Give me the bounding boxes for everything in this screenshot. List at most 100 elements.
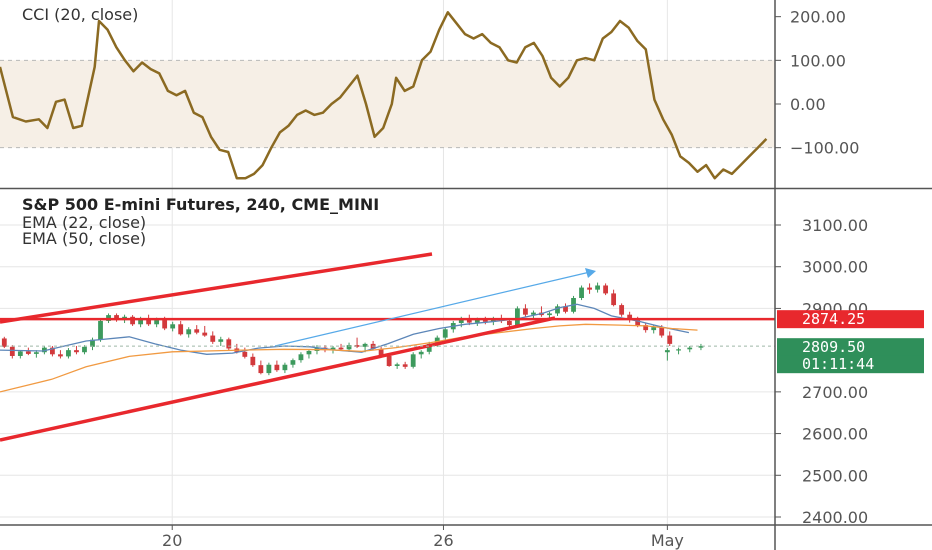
candle-body — [1, 338, 7, 347]
ema50-line — [0, 323, 698, 393]
candle-body — [434, 337, 440, 344]
candle-body — [98, 320, 103, 340]
candle-body — [154, 320, 160, 325]
candle-body — [579, 287, 584, 298]
candle-body — [547, 313, 552, 316]
candle — [619, 303, 625, 317]
candle-body — [667, 335, 673, 344]
candle-body — [338, 347, 344, 350]
upper-trend-line — [0, 252, 433, 324]
cci-y-axis[interactable]: 200.00 100.00 0.00 −100.00 — [775, 8, 859, 158]
candle — [643, 322, 649, 333]
candle-body — [130, 316, 135, 325]
ema22-legend[interactable]: EMA (22, close) — [22, 213, 146, 232]
candle-body — [82, 346, 87, 353]
projection-arrow-head — [585, 268, 596, 278]
price-tick-label: 2400.00 — [802, 508, 868, 527]
candle — [563, 303, 568, 314]
candle-body — [619, 305, 625, 315]
candle-body — [170, 324, 176, 329]
price-tick-label: 3100.00 — [802, 216, 868, 235]
candle-body — [250, 356, 256, 366]
candle-body — [362, 343, 368, 347]
candle-body — [25, 351, 31, 354]
candle-body — [33, 352, 39, 354]
candle-body — [282, 364, 288, 371]
cci-legend[interactable]: CCI (20, close) — [22, 5, 138, 24]
price-tick-label: 2600.00 — [802, 425, 868, 444]
candle — [258, 360, 264, 375]
price-tick-label: 2700.00 — [802, 383, 868, 402]
candle-body — [523, 308, 528, 315]
candle-body — [218, 339, 224, 342]
cci-tick-label: −100.00 — [790, 139, 859, 158]
candle-body — [595, 285, 600, 290]
candle-body — [41, 347, 47, 353]
candle — [226, 337, 232, 351]
candle — [410, 352, 416, 369]
candle — [90, 337, 95, 351]
candle-body — [563, 306, 568, 312]
resistance-price-tag-bg — [777, 310, 924, 329]
candle-body — [555, 306, 560, 314]
last-price-tag-text: 2809.50 — [802, 338, 865, 356]
candle-body — [274, 364, 280, 371]
candle-body — [659, 327, 665, 336]
candle-body — [242, 351, 248, 357]
candle — [98, 318, 103, 342]
candle-body — [386, 355, 392, 366]
resistance-price-tag-text: 2874.25 — [802, 310, 865, 328]
drawings-layer — [0, 252, 775, 442]
candle-body — [466, 319, 472, 323]
candle — [402, 361, 408, 369]
candle-body — [426, 343, 432, 352]
lower-trend-line — [0, 316, 556, 442]
candle-body — [258, 365, 264, 374]
cci-tick-label: 200.00 — [790, 8, 846, 27]
symbol-legend[interactable]: S&P 500 E-mini Futures, 240, CME_MINI — [22, 195, 379, 214]
cci-band — [0, 59, 775, 149]
candle — [667, 331, 673, 346]
candle-body — [346, 345, 352, 350]
candle — [418, 350, 424, 359]
candle — [555, 304, 560, 316]
candle-body — [587, 287, 592, 290]
candle — [130, 315, 135, 326]
cci-tick-label: 0.00 — [790, 95, 826, 114]
candle-body — [531, 312, 536, 315]
candle-body — [378, 348, 384, 356]
candle — [587, 283, 592, 294]
candle — [676, 347, 681, 355]
candle-body — [210, 335, 216, 342]
ema50-legend[interactable]: EMA (50, close) — [22, 229, 146, 248]
cci-tick-label: 100.00 — [790, 51, 846, 70]
candle-body — [66, 350, 71, 357]
candle — [354, 337, 360, 349]
candle-body — [178, 324, 184, 335]
candle-body — [194, 329, 200, 333]
candle — [1, 336, 7, 349]
candle-body — [664, 350, 670, 353]
candle-body — [603, 285, 608, 294]
candle-body — [74, 350, 79, 353]
candle-body — [202, 332, 208, 336]
candle — [178, 320, 184, 336]
candle-body — [418, 351, 424, 355]
candle-body — [9, 346, 15, 356]
candle — [687, 345, 693, 353]
countdown-tag-text: 01:11:44 — [802, 355, 874, 373]
countdown-tag-bg — [777, 355, 924, 374]
candle — [515, 306, 520, 328]
candle-body — [651, 327, 657, 331]
candle-body — [138, 318, 143, 325]
candle — [664, 348, 670, 361]
candle — [290, 358, 296, 368]
candle — [66, 348, 71, 359]
candle-body — [266, 364, 272, 374]
candle-body — [394, 364, 400, 366]
candle-body — [226, 339, 232, 349]
time-x-axis[interactable]: 20 26 May — [162, 525, 684, 550]
candle — [17, 350, 23, 359]
